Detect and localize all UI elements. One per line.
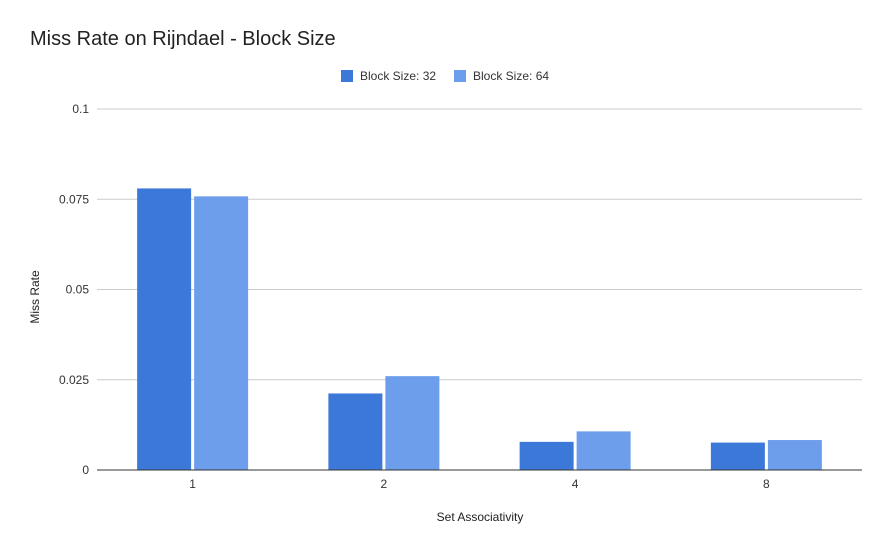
y-axis-label: Miss Rate — [28, 270, 42, 324]
legend: Block Size: 32 Block Size: 64 — [341, 69, 549, 83]
bar-block-size-32-8 — [710, 442, 765, 470]
y-tick-label: 0.05 — [66, 283, 90, 297]
x-tick-label: 4 — [572, 477, 579, 491]
y-tick-label: 0.075 — [59, 192, 89, 206]
x-tick-label: 2 — [381, 477, 388, 491]
bar-block-size-32-4 — [519, 441, 574, 470]
bar-block-size-64-4 — [576, 431, 631, 470]
x-tick-labels: 1 2 4 8 — [189, 477, 770, 491]
bar-block-size-64-1 — [194, 196, 249, 470]
x-axis-label: Set Associativity — [437, 510, 524, 524]
y-tick-label: 0 — [82, 463, 89, 477]
legend-label: Block Size: 32 — [360, 69, 436, 83]
bar-block-size-64-2 — [385, 376, 440, 470]
x-tick-label: 8 — [763, 477, 770, 491]
y-tick-label: 0.025 — [59, 373, 89, 387]
y-tick-label: 0.1 — [72, 102, 89, 116]
legend-swatch — [341, 70, 353, 82]
legend-label: Block Size: 64 — [473, 69, 549, 83]
y-tick-labels: 0 0.025 0.05 0.075 0.1 — [59, 102, 89, 477]
x-tick-label: 1 — [189, 477, 196, 491]
bar-block-size-32-2 — [328, 393, 383, 470]
bar-block-size-64-8 — [767, 440, 822, 470]
bar-block-size-32-1 — [137, 188, 192, 471]
bars — [137, 188, 822, 471]
legend-swatch — [454, 70, 466, 82]
chart-title: Miss Rate on Rijndael - Block Size — [30, 28, 336, 50]
